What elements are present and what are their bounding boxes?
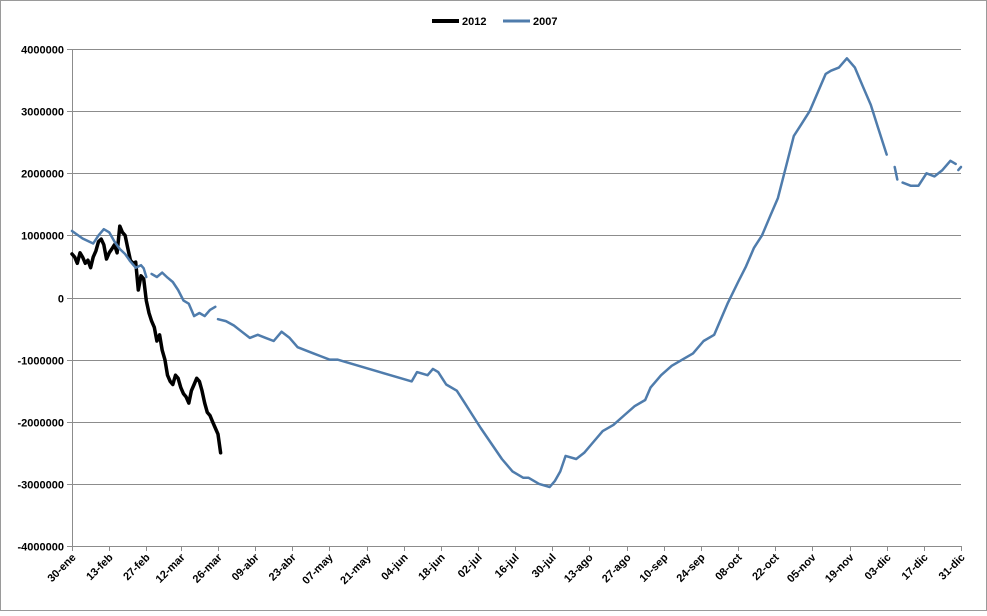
series-line-2007 [957, 165, 963, 172]
y-tick-label: -2000000 [18, 418, 65, 430]
series-line-2007 [901, 159, 957, 187]
series-line-2007 [216, 57, 888, 489]
series-line-2012 [70, 224, 223, 455]
y-tick-label: 0 [58, 294, 64, 306]
series-lines [70, 57, 963, 489]
series-line-2007 [893, 165, 899, 181]
series-line-2007 [70, 227, 148, 279]
y-tick-label: 4000000 [21, 45, 64, 57]
y-tick-label: -3000000 [18, 480, 65, 492]
y-tick-label: -1000000 [18, 356, 65, 368]
legend-item-2012: 2012 [432, 16, 486, 28]
legend: 2012 2007 [432, 16, 557, 28]
series-2007 [70, 57, 963, 489]
legend-label: 2012 [462, 16, 486, 28]
legend-item-2007: 2007 [503, 16, 557, 28]
y-tick-label: 2000000 [21, 169, 64, 181]
y-tick-label: 1000000 [21, 231, 64, 243]
y-tick-label: 3000000 [21, 107, 64, 119]
series-2012 [70, 224, 223, 455]
y-tick-label: -4000000 [18, 542, 65, 554]
series-line-2007 [150, 271, 217, 318]
legend-label: 2007 [533, 16, 557, 28]
